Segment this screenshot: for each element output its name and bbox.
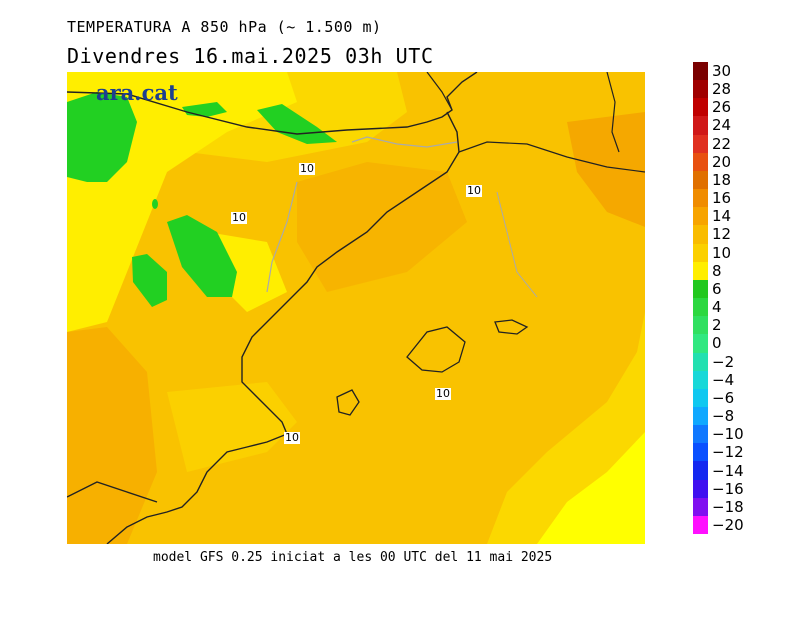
legend-label: 0 xyxy=(712,334,722,353)
legend-label: 26 xyxy=(712,98,732,117)
map-canvas xyxy=(67,72,645,544)
legend-swatch xyxy=(693,207,708,226)
contour-label: 10 xyxy=(284,431,300,444)
model-run-caption: model GFS 0.25 iniciat a les 00 UTC del … xyxy=(153,550,553,565)
map-field-warm-east xyxy=(567,112,645,227)
legend-label: 18 xyxy=(712,170,732,189)
legend-swatch xyxy=(693,189,708,208)
legend-swatch xyxy=(693,62,708,81)
map-field-cold-cordillera xyxy=(167,215,237,297)
chart-subtitle-datetime: Divendres 16.mai.2025 03h UTC xyxy=(67,44,434,68)
legend-swatch xyxy=(693,80,708,99)
legend-label: 30 xyxy=(712,62,732,80)
map-border-internal xyxy=(266,181,298,293)
legend-label: −12 xyxy=(712,443,744,462)
watermark-logo: ara.cat xyxy=(96,80,178,105)
legend-label: −16 xyxy=(712,479,744,498)
legend-swatch xyxy=(693,388,708,407)
legend-swatch xyxy=(693,370,708,389)
map-field-warm-west xyxy=(67,327,157,544)
legend-label: −2 xyxy=(712,352,735,371)
legend-label: 24 xyxy=(712,116,732,135)
legend-label: −18 xyxy=(712,497,744,516)
map-border-italy xyxy=(496,191,538,298)
legend-swatch xyxy=(693,497,708,516)
map-field-cold-spot xyxy=(152,199,158,209)
legend-swatch xyxy=(693,116,708,135)
color-scale-bar xyxy=(693,62,708,535)
contour-label: 10 xyxy=(435,387,451,400)
legend-label: −14 xyxy=(712,461,744,480)
map-coast-france-south xyxy=(458,141,645,173)
map-coast-bay-of-biscay xyxy=(67,72,478,135)
legend-swatch xyxy=(693,98,708,117)
legend-swatch xyxy=(693,279,708,299)
legend-swatch xyxy=(693,479,708,498)
legend-swatch xyxy=(693,334,708,353)
map-island-mallorca xyxy=(406,326,466,373)
legend-label: 20 xyxy=(712,152,732,171)
legend-label: −20 xyxy=(712,516,744,534)
legend-label: 22 xyxy=(712,134,732,153)
contour-label: 10 xyxy=(299,162,315,175)
temperature-map: ara.cat 10 10 10 10 10 xyxy=(67,72,645,544)
map-coast-spain-east xyxy=(106,111,460,544)
chart-title: TEMPERATURA A 850 hPa (~ 1.500 m) xyxy=(67,18,382,36)
map-field-cold-sistema-central xyxy=(132,254,167,307)
legend-label: 10 xyxy=(712,243,732,262)
legend-label: −8 xyxy=(712,407,735,426)
map-coast-africa xyxy=(67,481,158,503)
legend-label: 2 xyxy=(712,316,722,335)
legend-label: 28 xyxy=(712,80,732,99)
map-field-pale-southeast xyxy=(537,432,645,544)
legend-label: −6 xyxy=(712,388,735,407)
legend-swatch xyxy=(693,443,708,462)
map-border-france-spain xyxy=(351,136,458,148)
legend-swatch xyxy=(693,352,708,371)
map-field-cold-pyrenees xyxy=(257,104,337,144)
map-field-warm-ebro xyxy=(297,162,467,292)
legend-label: 16 xyxy=(712,189,732,208)
legend-swatch xyxy=(693,461,708,480)
legend-label: 12 xyxy=(712,225,732,244)
map-island-menorca xyxy=(494,319,529,335)
map-island-ibiza xyxy=(336,389,360,416)
legend-swatch xyxy=(693,225,708,244)
legend-swatch xyxy=(693,298,708,317)
legend-label: 8 xyxy=(712,261,722,280)
legend-swatch xyxy=(693,515,708,535)
legend-swatch xyxy=(693,406,708,426)
legend-label: 14 xyxy=(712,207,732,226)
legend-label: 4 xyxy=(712,298,722,317)
legend-swatch xyxy=(693,316,708,335)
contour-label: 10 xyxy=(231,211,247,224)
map-coast-france-west xyxy=(426,72,453,111)
contour-label: 10 xyxy=(466,184,482,197)
map-field-cold-galicia xyxy=(67,92,137,182)
legend-label: 6 xyxy=(712,279,722,298)
map-coast-corsica xyxy=(606,72,620,153)
legend-label: −10 xyxy=(712,425,744,444)
legend-swatch xyxy=(693,261,708,280)
legend-swatch xyxy=(693,243,708,262)
legend-swatch xyxy=(693,134,708,153)
legend-swatch xyxy=(693,152,708,171)
legend-swatch xyxy=(693,425,708,444)
legend-label: −4 xyxy=(712,370,735,389)
legend-swatch xyxy=(693,170,708,190)
